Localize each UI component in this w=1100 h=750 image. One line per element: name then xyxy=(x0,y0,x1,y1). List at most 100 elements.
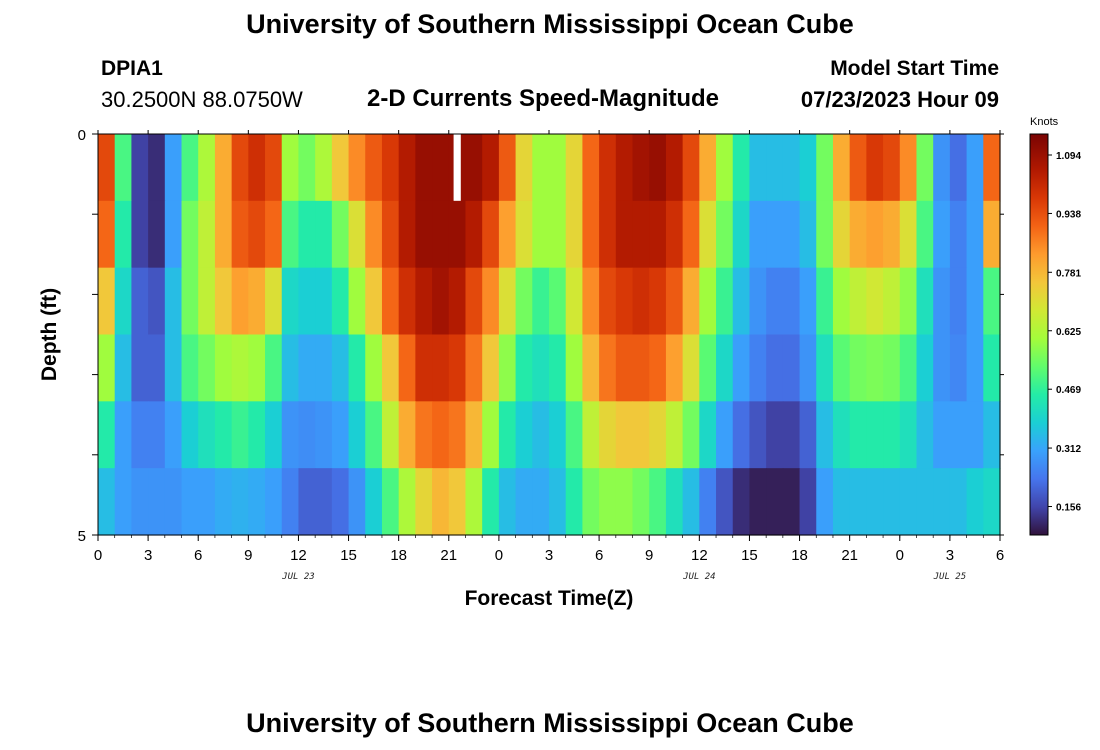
heatmap-cell xyxy=(665,468,684,536)
heatmap-cell xyxy=(883,334,901,402)
heatmap-cell xyxy=(949,401,968,469)
heatmap-cell xyxy=(582,134,600,202)
heatmap-cell xyxy=(949,334,968,402)
x-tick-label: 9 xyxy=(645,547,653,564)
heatmap-cell xyxy=(582,200,600,269)
heatmap-cell xyxy=(983,200,1001,269)
page-title: University of Southern Mississippi Ocean… xyxy=(246,9,854,39)
heatmap-cell xyxy=(816,200,834,269)
heatmap-cell xyxy=(365,334,383,402)
heatmap-cell xyxy=(381,134,400,202)
model-start-value: 07/23/2023 Hour 09 xyxy=(800,87,999,112)
heatmap-cell xyxy=(365,200,383,269)
heatmap-cell xyxy=(214,334,233,402)
heatmap-cell xyxy=(899,334,918,402)
colorbar-unit: Knots xyxy=(1030,116,1059,128)
heatmap-cell xyxy=(331,334,350,402)
heatmap-cell xyxy=(983,401,1001,469)
heatmap-cell xyxy=(766,468,784,536)
heatmap-cell xyxy=(699,334,717,402)
heatmap-cell xyxy=(198,468,216,536)
heatmap-cell xyxy=(482,334,500,402)
heatmap-cell xyxy=(114,134,132,202)
heatmap-cell xyxy=(365,267,383,336)
heatmap-cell xyxy=(799,200,817,269)
heatmap-cell xyxy=(549,401,567,469)
heatmap-cell xyxy=(432,468,450,536)
heatmap-cell xyxy=(231,468,249,536)
heatmap-cell xyxy=(164,267,183,336)
heatmap-cell xyxy=(281,200,300,269)
heatmap-cell xyxy=(181,401,199,469)
date-label: JUL 23 xyxy=(281,572,315,582)
heatmap-cell xyxy=(949,468,968,536)
heatmap-cell xyxy=(315,468,333,536)
heatmap-cell xyxy=(849,334,867,402)
heatmap-cell xyxy=(599,401,617,469)
heatmap-cell xyxy=(632,200,650,269)
heatmap-cell xyxy=(148,468,166,536)
heatmap-cell xyxy=(866,401,884,469)
heatmap-cell xyxy=(749,401,767,469)
colorbar-tick-label: 0.781 xyxy=(1056,268,1081,279)
heatmap-cell xyxy=(866,200,884,269)
heatmap-cell xyxy=(799,468,817,536)
heatmap-cell xyxy=(649,468,667,536)
y-tick-label: 5 xyxy=(78,528,86,545)
x-tick-label: 18 xyxy=(791,547,808,564)
y-axis-title: Depth (ft) xyxy=(38,288,61,381)
heatmap-cell xyxy=(749,134,767,202)
heatmap-cell xyxy=(832,134,851,202)
x-tick-label: 9 xyxy=(244,547,252,564)
heatmap-cell xyxy=(281,401,300,469)
heatmap-cell xyxy=(482,134,500,202)
heatmap-cell xyxy=(298,401,316,469)
heatmap-cell xyxy=(198,401,216,469)
heatmap-cell xyxy=(231,334,249,402)
heatmap-cell xyxy=(432,134,450,202)
heatmap-cell xyxy=(799,267,817,336)
heatmap-cell xyxy=(365,134,383,202)
heatmap-cell xyxy=(615,334,634,402)
heatmap-cell xyxy=(482,267,500,336)
heatmap-cell xyxy=(482,468,500,536)
heatmap-cell xyxy=(381,468,400,536)
heatmap-cell xyxy=(949,267,968,336)
heatmap-cell xyxy=(632,134,650,202)
heatmap-cell xyxy=(565,267,583,336)
heatmap-cell xyxy=(198,267,216,336)
heatmap-cell xyxy=(699,267,717,336)
heatmap-cell xyxy=(549,134,567,202)
heatmap-cell xyxy=(298,134,316,202)
heatmap-cell xyxy=(114,334,132,402)
heatmap-cell xyxy=(515,468,533,536)
heatmap-cell xyxy=(164,401,183,469)
heatmap-cell xyxy=(131,267,149,336)
heatmap-cell xyxy=(198,134,216,202)
heatmap-cell xyxy=(883,200,901,269)
heatmap-cell xyxy=(315,401,333,469)
x-tick-label: 15 xyxy=(741,547,758,564)
heatmap-cell xyxy=(916,200,934,269)
heatmap-cell xyxy=(381,401,400,469)
heatmap-cell xyxy=(460,134,467,202)
heatmap-cell xyxy=(515,401,533,469)
heatmap-cell xyxy=(532,401,550,469)
heatmap-cell xyxy=(966,200,984,269)
heatmap-cell xyxy=(816,334,834,402)
axes: 0 3 6 9 12 15 18 21 0 3 6 9 12 15 18 21 0 3 6 JUL 23 JUL 24 J… xyxy=(78,127,1005,582)
heatmap-cell xyxy=(549,334,567,402)
heatmap-cell xyxy=(298,468,316,536)
heatmap-cell xyxy=(532,200,550,269)
heatmap-cell xyxy=(983,134,1001,202)
heatmap-cell xyxy=(782,200,801,269)
heatmap-cell xyxy=(749,267,767,336)
colorbar: Knots 1.094 0.938 0.781 0.625 0.469 0.312 0.156 xyxy=(1029,116,1081,536)
heatmap-cell xyxy=(432,401,450,469)
heatmap-cell xyxy=(699,200,717,269)
heatmap-cell xyxy=(181,200,199,269)
heatmap-cell xyxy=(782,267,801,336)
heatmap-cell xyxy=(265,468,283,536)
x-tick-label: 6 xyxy=(595,547,603,564)
heatmap-cell xyxy=(164,200,183,269)
